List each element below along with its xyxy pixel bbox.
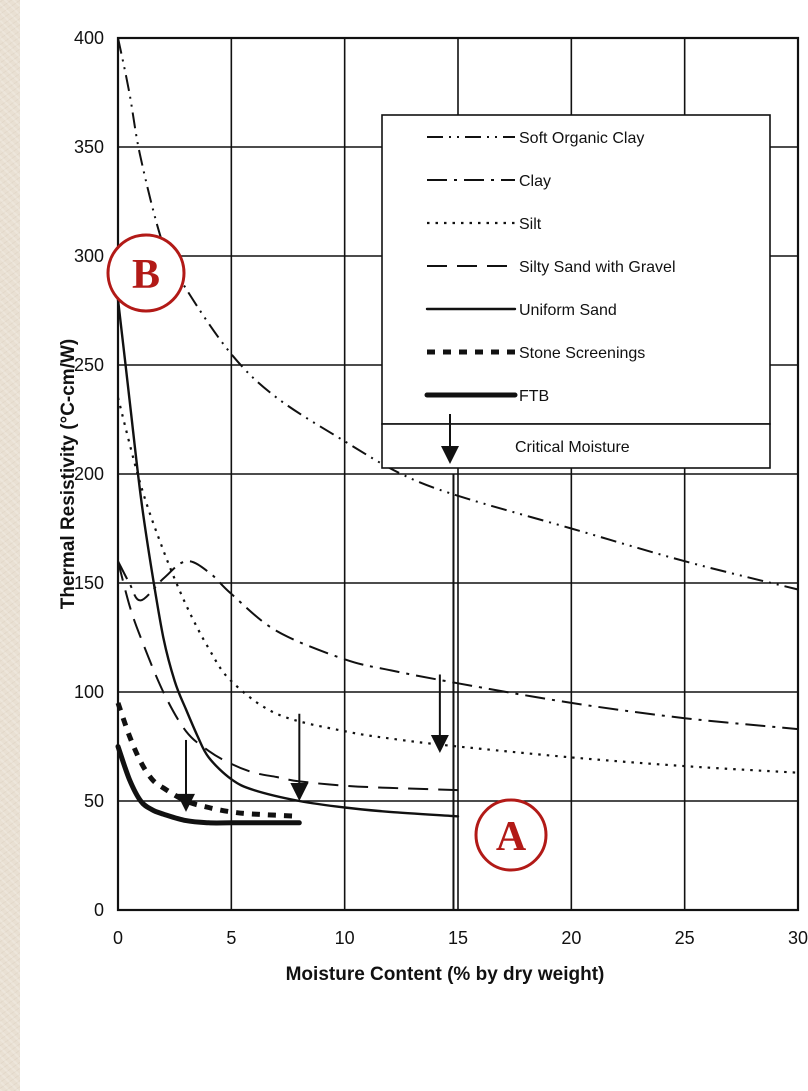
y-tick-label: 0 bbox=[94, 900, 104, 920]
series-line-clay bbox=[117, 560, 799, 731]
x-tick-label: 25 bbox=[675, 928, 695, 948]
x-tick-label: 10 bbox=[335, 928, 355, 948]
y-tick-label: 100 bbox=[74, 682, 104, 702]
badge-a-letter: A bbox=[496, 814, 527, 860]
critical-moisture-arrow bbox=[290, 713, 309, 801]
badge-a: A bbox=[474, 798, 548, 872]
series-line-soft-organic-clay bbox=[117, 37, 799, 591]
badge-b-ring bbox=[106, 233, 186, 313]
y-tick-label: 200 bbox=[74, 464, 104, 484]
badge-b: B bbox=[106, 233, 186, 313]
legend-label: Silty Sand with Gravel bbox=[519, 259, 676, 276]
legend: Soft Organic Clay Clay Silt Silty Sand with… bbox=[381, 114, 771, 469]
y-tick-label: 300 bbox=[74, 246, 104, 266]
legend-label: FTB bbox=[519, 388, 549, 405]
series-line-uniform-sand bbox=[116, 298, 460, 818]
chart-card: 0 5 10 15 20 25 30 0 50 100 150 200 250 300 350 400 Sof… bbox=[20, 0, 808, 1091]
series-line-stone-screenings bbox=[115, 702, 300, 819]
x-axis-title: Moisture Content (% by dry weight) bbox=[286, 964, 605, 985]
series-line-silty-sand-with-gravel bbox=[117, 560, 459, 792]
critical-moisture-arrows bbox=[177, 474, 455, 910]
legend-label: Silt bbox=[519, 216, 542, 233]
legend-label: Clay bbox=[519, 173, 551, 190]
y-tick-label: 400 bbox=[74, 28, 104, 48]
badge-b-letter: B bbox=[132, 252, 160, 298]
legend-label: Stone Screenings bbox=[519, 345, 645, 362]
series-lines bbox=[115, 37, 799, 826]
x-tick-label: 0 bbox=[113, 928, 123, 948]
series-line-ftb bbox=[115, 744, 302, 826]
x-tick-label: 15 bbox=[448, 928, 468, 948]
x-tick-label: 20 bbox=[561, 928, 581, 948]
legend-label: Soft Organic Clay bbox=[519, 130, 644, 147]
badge-a-ring bbox=[474, 798, 548, 872]
critical-moisture-arrow bbox=[441, 414, 459, 464]
legend-label: Uniform Sand bbox=[519, 302, 617, 319]
critical-moisture-arrow bbox=[430, 674, 449, 754]
critical-moisture-arrow bbox=[177, 739, 195, 812]
y-axis-title: Thermal Resistivity (°C-cm/W) bbox=[58, 339, 79, 610]
y-tick-label: 50 bbox=[84, 791, 104, 811]
legend-critical-label: Critical Moisture bbox=[515, 439, 630, 456]
y-tick-label: 250 bbox=[74, 355, 104, 375]
y-tick-label: 350 bbox=[74, 137, 104, 157]
x-tick-label: 5 bbox=[226, 928, 236, 948]
y-tick-label: 150 bbox=[74, 573, 104, 593]
x-tick-label: 30 bbox=[788, 928, 808, 948]
legend-box bbox=[381, 114, 771, 425]
plot-frame bbox=[116, 36, 800, 912]
